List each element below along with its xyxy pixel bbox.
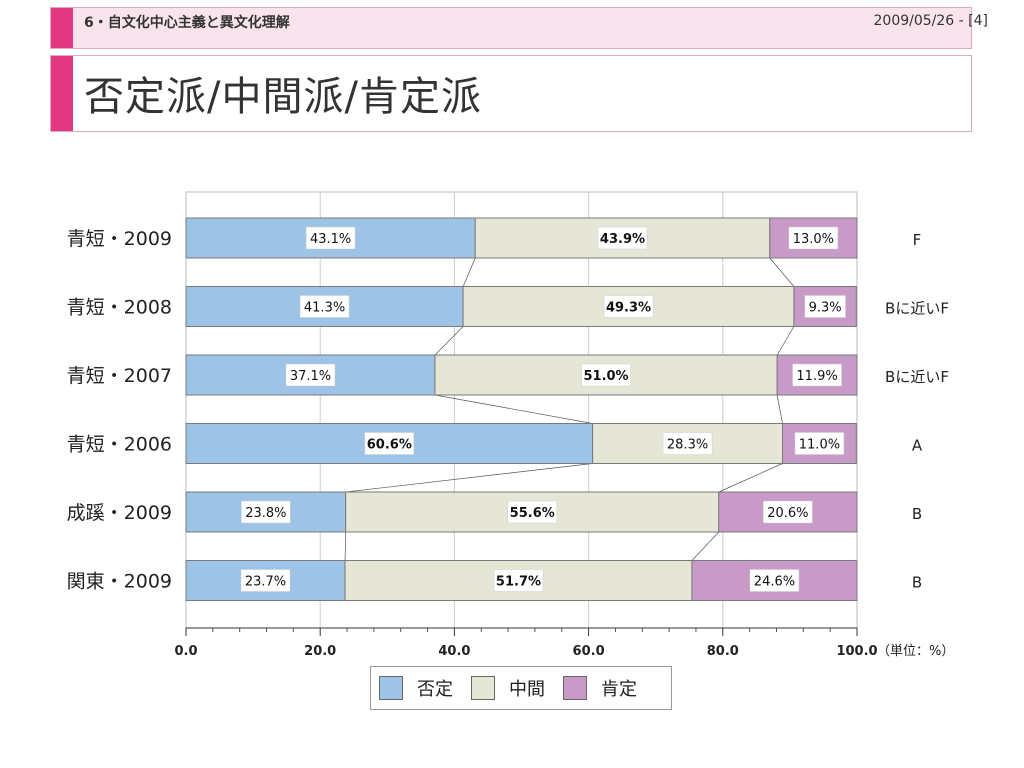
data-label-box [305, 226, 356, 250]
data-label: 51.0% [583, 369, 628, 384]
data-label-box [299, 295, 350, 318]
bar-segment [185, 286, 464, 327]
data-label: 60.6% [367, 438, 412, 453]
data-label-box [792, 363, 842, 387]
data-label: 28.3% [667, 438, 708, 453]
x-tick-label: 40.0 [438, 644, 470, 659]
data-label-box [285, 363, 336, 387]
category-label: 成蹊・2009 [67, 502, 172, 524]
data-label: 13.0% [793, 232, 834, 247]
x-tick-label: 80.0 [707, 644, 739, 659]
data-label-box [804, 295, 846, 318]
connector-line [434, 326, 464, 356]
data-label: 51.7% [496, 575, 541, 590]
legend-swatch-positive [563, 676, 587, 700]
data-label: 20.6% [767, 506, 808, 521]
title-accent [51, 56, 73, 131]
connector-line [345, 463, 593, 493]
data-label-box [603, 295, 654, 318]
connector-line [718, 463, 783, 493]
data-label-box [364, 432, 415, 455]
x-tick-label: 100.0 [836, 644, 877, 659]
rating-label: F [913, 231, 922, 249]
data-label: 49.3% [606, 301, 651, 316]
data-label-box [794, 432, 845, 455]
legend-swatch-negative [379, 676, 403, 700]
legend-label-negative: 否定 [417, 679, 453, 700]
x-tick-label: 60.0 [573, 644, 605, 659]
connector-line [434, 394, 593, 424]
connector-line [462, 257, 476, 287]
data-label-box [597, 226, 648, 250]
data-label: 11.0% [799, 438, 840, 453]
category-label: 青短・2006 [67, 434, 172, 456]
legend-item-positive: 肯定 [563, 675, 637, 701]
data-label-box [662, 432, 713, 455]
title-bar [50, 55, 972, 132]
data-label: 24.6% [754, 575, 795, 590]
data-label: 11.9% [796, 369, 837, 384]
rating-label: Bに近いF [885, 300, 949, 318]
category-label: 青短・2008 [67, 297, 172, 319]
data-label-box [749, 569, 800, 592]
rating-label: B [912, 574, 922, 592]
connector-line [344, 531, 347, 561]
unit-label: （単位：%） [877, 643, 954, 659]
rating-label: B [912, 505, 922, 523]
legend-swatch-neutral [471, 676, 495, 700]
header-bar [50, 7, 972, 49]
chart-legend: 否定 中間 肯定 [370, 666, 672, 710]
connector-line [769, 257, 795, 287]
section-label: 6・自文化中心主義と異文化理解 [84, 15, 290, 31]
category-label: 青短・2009 [67, 228, 172, 250]
data-label: 9.3% [809, 301, 842, 316]
legend-item-negative: 否定 [379, 675, 453, 701]
legend-label-neutral: 中間 [509, 679, 545, 700]
data-label-box [240, 569, 291, 592]
data-label: 37.1% [290, 369, 331, 384]
data-label: 43.1% [310, 232, 351, 247]
data-label-box [493, 569, 544, 592]
data-label: 55.6% [510, 506, 555, 521]
data-label-box [507, 500, 557, 524]
data-label: 43.9% [600, 232, 645, 247]
data-label-box [763, 500, 813, 524]
rating-label: Bに近いF [885, 368, 949, 386]
category-label: 青短・2007 [67, 365, 172, 387]
data-label-box [241, 500, 291, 524]
data-label: 41.3% [304, 301, 345, 316]
connector-line [776, 326, 795, 356]
connector-line [776, 394, 783, 424]
rating-label: A [912, 437, 923, 455]
category-label: 関東・2009 [67, 571, 172, 593]
x-tick-label: 20.0 [304, 644, 336, 659]
data-label-box [788, 226, 839, 250]
data-label: 23.7% [245, 575, 286, 590]
legend-label-positive: 肯定 [601, 679, 637, 700]
connector-line [691, 531, 720, 561]
data-label-box [581, 363, 631, 387]
slide-date: 2009/05/26 - [4] [873, 13, 988, 29]
header-accent [51, 8, 73, 48]
legend-item-neutral: 中間 [471, 675, 545, 701]
x-tick-label: 0.0 [174, 644, 197, 659]
page-title: 否定派/中間派/肯定派 [84, 74, 482, 120]
data-label: 23.8% [245, 506, 286, 521]
